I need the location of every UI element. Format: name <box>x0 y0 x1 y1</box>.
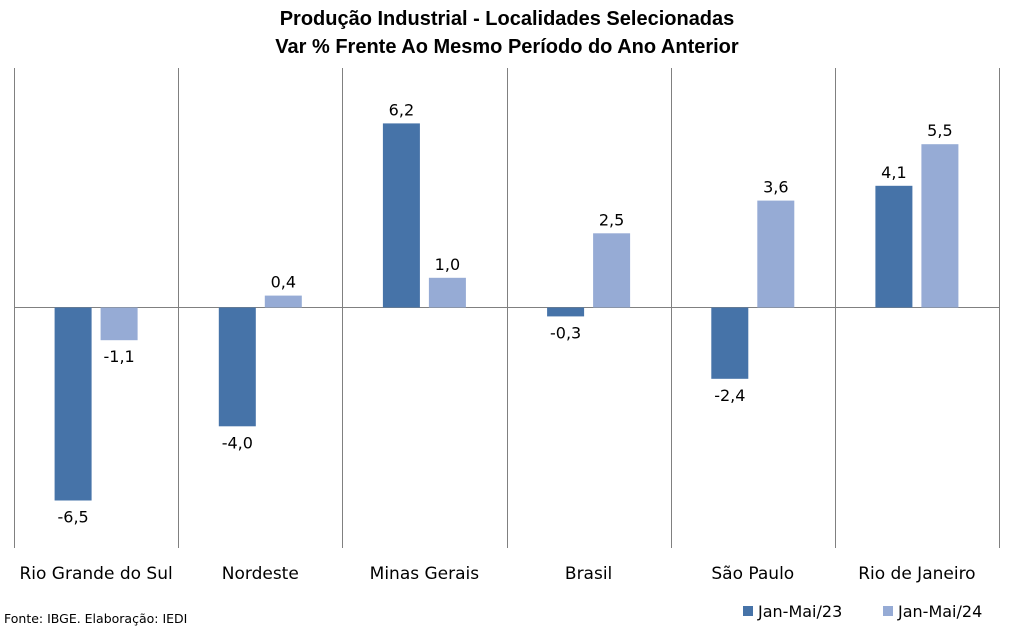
bar <box>547 307 585 317</box>
legend: Jan-Mai/23 Jan-Mai/24 <box>743 602 982 621</box>
bar <box>218 307 256 427</box>
bar <box>921 144 959 308</box>
data-label: 6,2 <box>389 100 414 119</box>
category-label: Brasil <box>565 564 612 584</box>
bar <box>757 200 795 308</box>
bar <box>875 185 913 308</box>
data-label: 4,1 <box>881 163 906 182</box>
data-label: -0,3 <box>550 323 581 342</box>
legend-swatch <box>883 606 893 616</box>
bar <box>54 307 92 501</box>
data-label: -1,1 <box>103 347 134 366</box>
source-note: Fonte: IBGE. Elaboração: IEDI <box>4 611 187 626</box>
bar <box>711 307 749 379</box>
data-label: 3,6 <box>763 178 788 197</box>
plot-area: -6,5 -1,1 Rio Grande do Sul -4,0 0,4 Nordeste… <box>14 68 1000 584</box>
bar <box>264 295 302 308</box>
legend-label: Jan-Mai/24 <box>897 602 982 621</box>
category-label: Rio Grande do Sul <box>19 564 172 584</box>
data-label: 5,5 <box>927 121 952 140</box>
data-label: -6,5 <box>57 508 88 527</box>
bar <box>382 123 420 308</box>
chart-subtitle: Var % Frente Ao Mesmo Período do Ano Ant… <box>275 36 739 58</box>
bar <box>100 307 138 341</box>
data-label: -4,0 <box>222 433 253 452</box>
category-label: Nordeste <box>222 564 299 584</box>
legend-label: Jan-Mai/23 <box>757 602 842 621</box>
data-label: 2,5 <box>599 210 624 229</box>
data-label: 1,0 <box>435 255 460 274</box>
bar <box>593 233 631 308</box>
legend-swatch <box>743 606 753 616</box>
category-label: São Paulo <box>711 564 794 584</box>
category-label: Minas Gerais <box>370 564 480 584</box>
data-label: 0,4 <box>271 273 296 292</box>
chart-title: Produção Industrial - Localidades Seleci… <box>280 8 735 30</box>
bar <box>428 277 466 308</box>
category-label: Rio de Janeiro <box>858 564 975 584</box>
data-label: -2,4 <box>714 386 745 405</box>
